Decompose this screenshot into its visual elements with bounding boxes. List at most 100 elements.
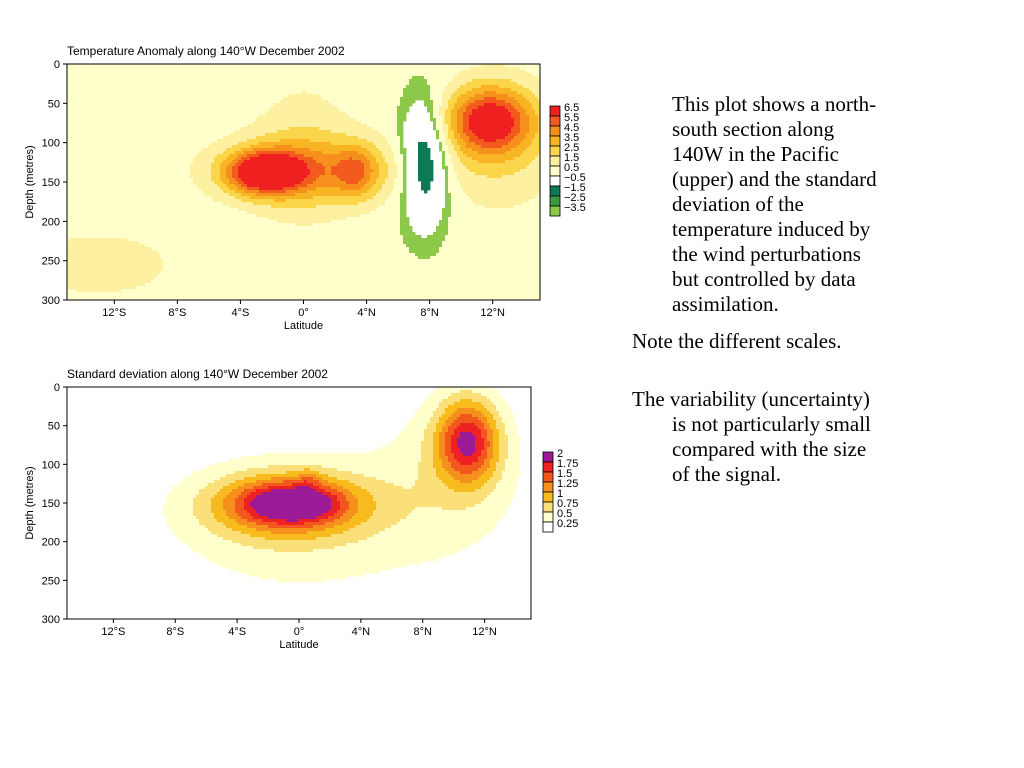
field-cell bbox=[232, 160, 236, 164]
field-cell bbox=[226, 124, 230, 128]
field-cell bbox=[262, 136, 266, 140]
field-cell bbox=[169, 139, 173, 143]
field-cell bbox=[436, 109, 440, 113]
field-cell bbox=[127, 91, 131, 95]
field-cell bbox=[286, 121, 290, 125]
field-cell bbox=[205, 67, 209, 71]
field-cell bbox=[301, 151, 305, 155]
field-cell bbox=[121, 79, 125, 83]
field-cell bbox=[487, 121, 491, 125]
field-cell bbox=[358, 148, 362, 152]
field-cell bbox=[274, 79, 278, 83]
field-cell bbox=[295, 151, 299, 155]
field-cell bbox=[430, 79, 434, 83]
field-cell bbox=[388, 112, 392, 116]
field-cell bbox=[178, 154, 182, 158]
field-cell bbox=[283, 76, 287, 80]
field-cell bbox=[343, 160, 347, 164]
field-cell bbox=[529, 124, 533, 128]
field-cell bbox=[520, 73, 524, 77]
field-cell bbox=[526, 127, 530, 131]
field-cell bbox=[526, 142, 530, 146]
field-cell bbox=[484, 85, 488, 89]
field-cell bbox=[427, 94, 431, 98]
field-cell bbox=[523, 88, 527, 92]
field-cell bbox=[532, 100, 536, 104]
field-cell bbox=[379, 82, 383, 86]
field-cell bbox=[178, 139, 182, 143]
field-cell bbox=[355, 109, 359, 113]
field-cell bbox=[358, 88, 362, 92]
field-cell bbox=[244, 76, 248, 80]
field-cell bbox=[85, 121, 89, 125]
field-cell bbox=[304, 139, 308, 143]
field-cell bbox=[100, 118, 104, 122]
field-cell bbox=[73, 106, 77, 110]
field-cell bbox=[106, 88, 110, 92]
field-cell bbox=[325, 127, 329, 131]
field-cell bbox=[433, 94, 437, 98]
field-cell bbox=[349, 154, 353, 158]
field-cell bbox=[115, 109, 119, 113]
field-cell bbox=[265, 145, 269, 149]
field-cell bbox=[280, 115, 284, 119]
field-cell bbox=[82, 124, 86, 128]
field-cell bbox=[130, 73, 134, 77]
field-cell bbox=[337, 151, 341, 155]
field-cell bbox=[73, 151, 77, 155]
field-cell bbox=[250, 130, 254, 134]
field-cell bbox=[106, 145, 110, 149]
field-cell bbox=[529, 145, 533, 149]
field-cell bbox=[247, 115, 251, 119]
field-cell bbox=[91, 127, 95, 131]
field-cell bbox=[535, 154, 539, 158]
field-cell bbox=[538, 154, 540, 158]
field-cell bbox=[358, 100, 362, 104]
field-cell bbox=[187, 70, 191, 74]
field-cell bbox=[259, 79, 263, 83]
field-cell bbox=[304, 94, 308, 98]
field-cell bbox=[229, 148, 233, 152]
field-cell bbox=[280, 91, 284, 95]
field-cell bbox=[346, 73, 350, 77]
field-cell bbox=[496, 124, 500, 128]
field-cell bbox=[307, 82, 311, 86]
field-cell bbox=[145, 148, 149, 152]
field-cell bbox=[139, 73, 143, 77]
field-cell bbox=[292, 160, 296, 164]
field-cell bbox=[256, 133, 260, 137]
field-cell bbox=[367, 70, 371, 74]
field-cell bbox=[508, 145, 512, 149]
field-cell bbox=[208, 139, 212, 143]
field-cell bbox=[370, 127, 374, 131]
field-cell bbox=[397, 100, 401, 104]
field-cell bbox=[343, 67, 347, 71]
field-cell bbox=[226, 160, 230, 164]
field-cell bbox=[94, 91, 98, 95]
field-cell bbox=[313, 88, 317, 92]
field-cell bbox=[175, 142, 179, 146]
field-cell bbox=[358, 160, 362, 164]
field-cell bbox=[526, 115, 530, 119]
field-cell bbox=[136, 151, 140, 155]
field-cell bbox=[385, 139, 389, 143]
field-cell bbox=[307, 124, 311, 128]
field-cell bbox=[205, 139, 209, 143]
field-cell bbox=[448, 121, 452, 125]
field-cell bbox=[160, 115, 164, 119]
field-cell bbox=[316, 97, 320, 101]
field-cell bbox=[241, 130, 245, 134]
field-cell bbox=[355, 151, 359, 155]
field-cell bbox=[193, 70, 197, 74]
field-cell bbox=[484, 64, 488, 68]
field-cell bbox=[502, 142, 506, 146]
field-cell bbox=[238, 82, 242, 86]
field-cell bbox=[121, 76, 125, 80]
field-cell bbox=[172, 67, 176, 71]
field-cell bbox=[475, 106, 479, 110]
field-cell bbox=[91, 121, 95, 125]
field-cell bbox=[133, 112, 137, 116]
field-cell bbox=[160, 127, 164, 131]
field-cell bbox=[310, 76, 314, 80]
field-cell bbox=[175, 67, 179, 71]
